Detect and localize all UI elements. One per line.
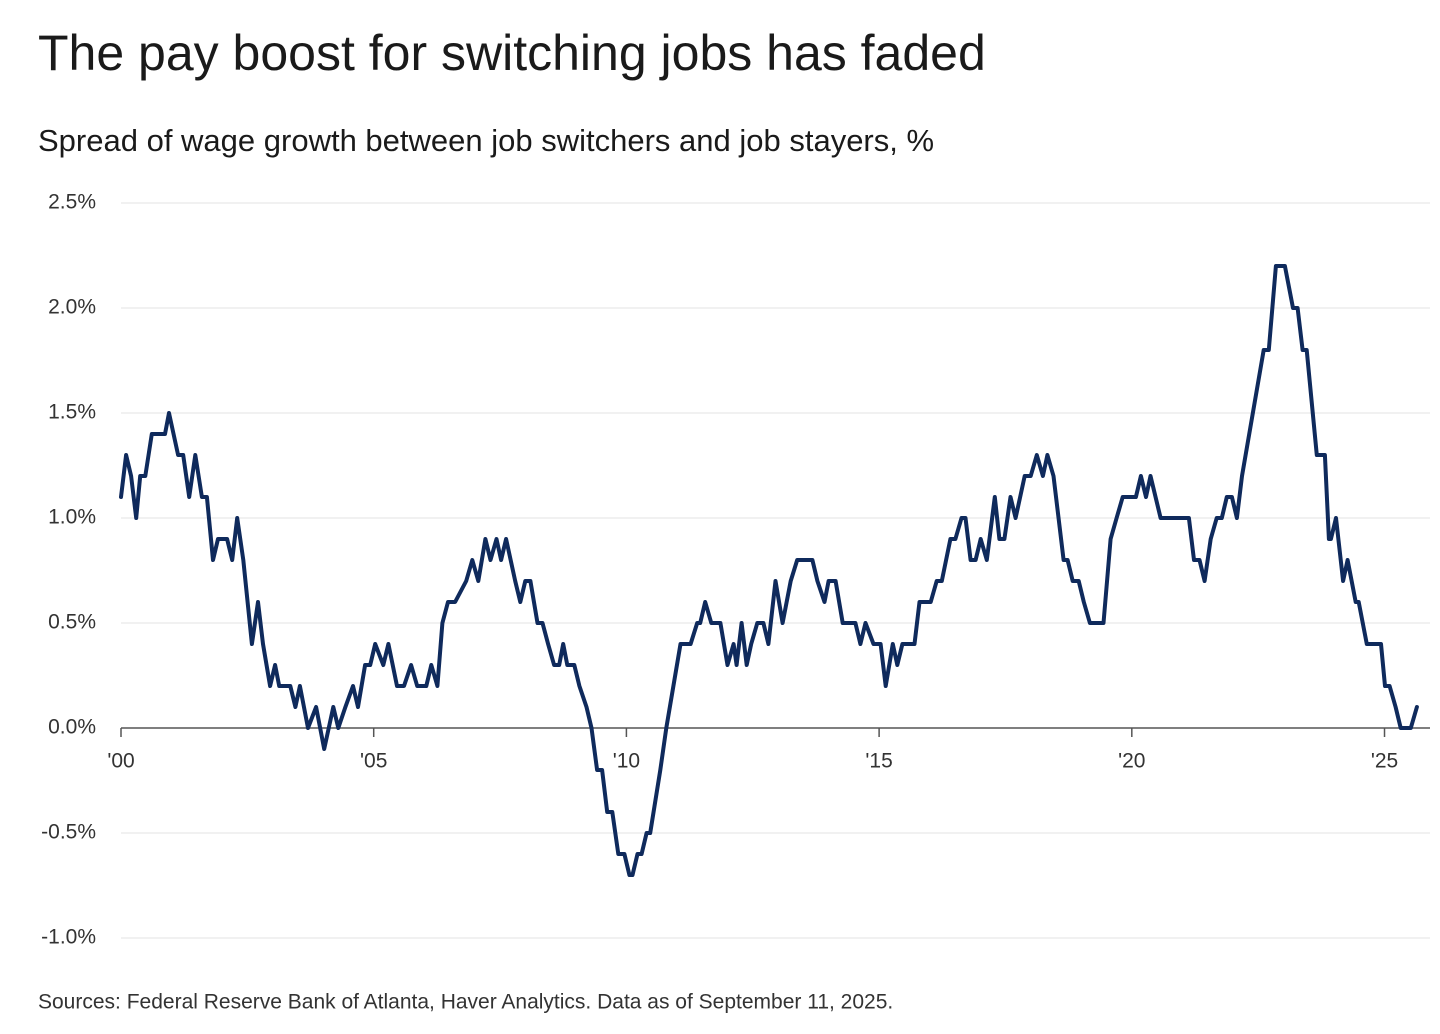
y-tick-label: 2.5% <box>48 191 96 214</box>
x-tick-label: '15 <box>865 750 892 773</box>
x-tick-label: '05 <box>360 750 387 773</box>
y-tick-label: -1.0% <box>41 926 96 949</box>
data-line <box>119 264 1419 877</box>
x-tick-label: '20 <box>1118 750 1145 773</box>
y-tick-label: 2.0% <box>48 296 96 319</box>
y-tick-label: 0.0% <box>48 716 96 739</box>
source-note: Sources: Federal Reserve Bank of Atlanta… <box>38 991 893 1014</box>
y-tick-label: -0.5% <box>41 821 96 844</box>
x-tick-label: '00 <box>107 750 134 773</box>
y-tick-label: 1.5% <box>48 401 96 424</box>
x-tick-label: '25 <box>1371 750 1398 773</box>
y-tick-label: 0.5% <box>48 611 96 634</box>
chart-title: The pay boost for switching jobs has fad… <box>38 25 986 81</box>
chart-subtitle: Spread of wage growth between job switch… <box>38 123 934 158</box>
x-tick-label: '10 <box>613 750 640 773</box>
y-tick-label: 1.0% <box>48 506 96 529</box>
